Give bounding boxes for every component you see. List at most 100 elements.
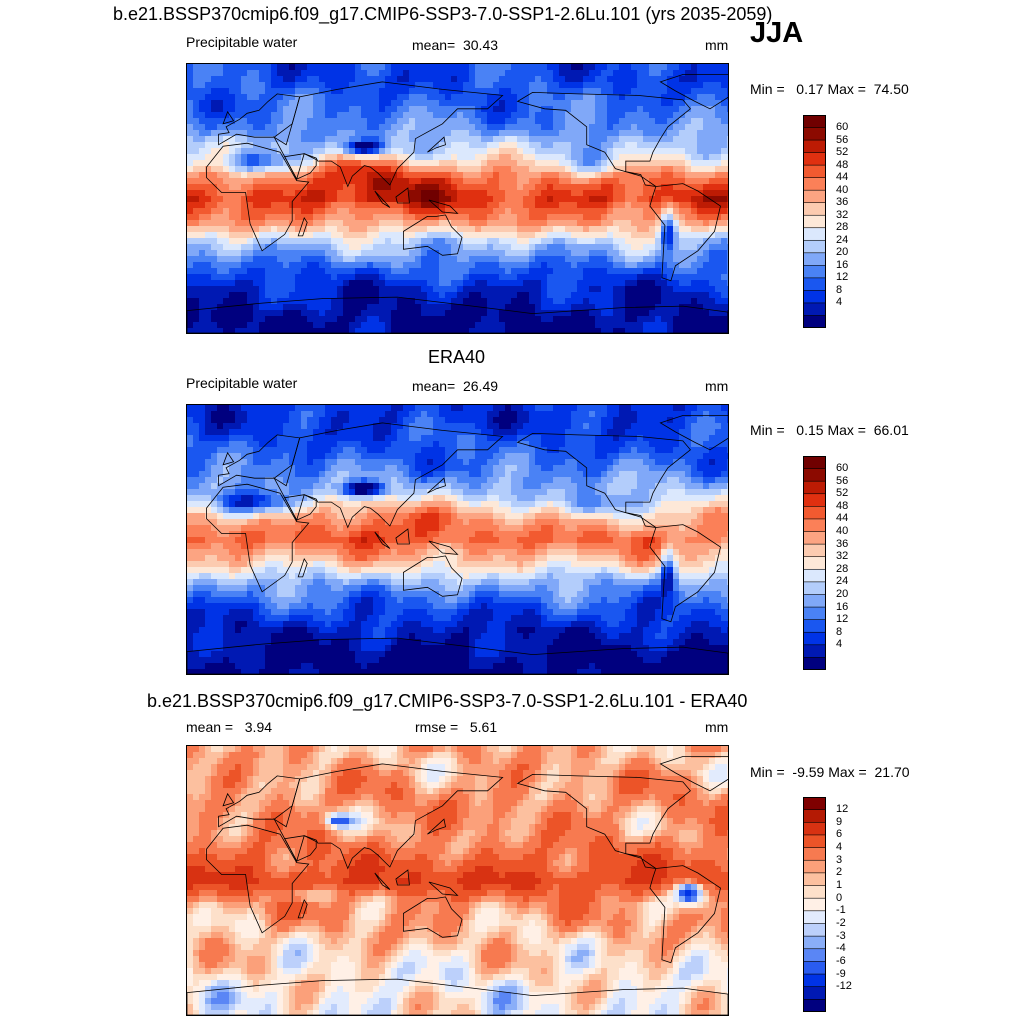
colorbar-swatch bbox=[803, 315, 826, 328]
panel1-units: mm bbox=[705, 37, 729, 53]
colorbar-tick-label: -3 bbox=[836, 929, 846, 942]
panel2-max-value: 66.01 bbox=[873, 422, 909, 438]
colorbar-tick-label: -6 bbox=[836, 954, 846, 967]
panel1-min-label: Min = bbox=[750, 81, 785, 97]
colorbar-swatch bbox=[803, 657, 826, 670]
colorbar-swatch bbox=[803, 139, 826, 154]
colorbar-tick-label: 32 bbox=[836, 208, 849, 221]
coastline bbox=[187, 296, 728, 333]
coastline bbox=[395, 528, 410, 545]
colorbar-swatch bbox=[803, 581, 826, 596]
colorbar-tick-label: 60 bbox=[836, 121, 849, 133]
colorbar-tick-label: 6 bbox=[836, 828, 843, 841]
colorbar-swatch bbox=[803, 847, 826, 862]
colorbar-swatch bbox=[803, 189, 826, 204]
colorbar-swatch bbox=[803, 252, 826, 267]
coastline bbox=[222, 451, 235, 466]
panel3-rmse-label: rmse = bbox=[415, 719, 459, 735]
coastline bbox=[218, 775, 301, 828]
colorbar-swatch bbox=[803, 115, 826, 129]
colorbar-tick-label: 40 bbox=[836, 525, 849, 537]
panel1-min-value: 0.17 bbox=[796, 81, 824, 97]
coastline bbox=[187, 978, 728, 1015]
colorbar-swatch bbox=[803, 556, 826, 571]
panel2-map bbox=[186, 404, 729, 675]
panel3-mean-value: 3.94 bbox=[244, 719, 273, 735]
panel2-min-label: Min = bbox=[750, 422, 785, 438]
panel1-mean-label: mean= bbox=[412, 37, 456, 53]
coastline bbox=[273, 763, 504, 870]
field-layer bbox=[187, 405, 728, 674]
coastline-layer bbox=[187, 756, 728, 1015]
panel2-mean: mean= 26.49 bbox=[412, 379, 498, 393]
colorbar-swatch bbox=[803, 619, 826, 634]
coastline bbox=[516, 773, 691, 869]
panel3-min-value: -9.59 bbox=[792, 764, 825, 780]
colorbar-swatch bbox=[803, 885, 826, 899]
colorbar-tick-label: 12 bbox=[836, 271, 849, 284]
colorbar-tick-label: 12 bbox=[836, 613, 849, 626]
colorbar-tick-label: 20 bbox=[836, 246, 849, 259]
colorbar-svg bbox=[803, 115, 826, 328]
coastline bbox=[374, 531, 391, 549]
coastline bbox=[374, 872, 391, 890]
colorbar-swatch bbox=[803, 456, 826, 470]
colorbar-swatch bbox=[803, 202, 826, 217]
colorbar-swatch bbox=[803, 506, 826, 520]
colorbar-swatch bbox=[803, 543, 826, 558]
coastline-layer bbox=[187, 74, 728, 333]
panel1-minmax: Min = 0.17 Max = 74.50 bbox=[750, 82, 909, 96]
colorbar-tick-label: 12 bbox=[836, 803, 849, 816]
colorbar-tick-label: 36 bbox=[836, 537, 849, 550]
coastline bbox=[403, 896, 463, 938]
colorbar-swatch bbox=[803, 227, 826, 242]
panel2-min-value: 0.15 bbox=[796, 422, 824, 438]
colorbar-swatch bbox=[803, 897, 826, 912]
panel1-map bbox=[186, 63, 729, 334]
coastline bbox=[297, 216, 308, 237]
coastline bbox=[273, 81, 504, 188]
colorbar-swatch bbox=[803, 872, 826, 887]
panel3-max-label: Max = bbox=[828, 764, 867, 780]
panel3-colorbar bbox=[803, 797, 826, 1012]
colorbar-swatch bbox=[803, 797, 826, 811]
panel1-max-value: 74.50 bbox=[873, 81, 909, 97]
colorbar-tick-label: 4 bbox=[836, 638, 843, 651]
coastline bbox=[516, 91, 691, 187]
colorbar-tick-label: 0 bbox=[836, 891, 843, 904]
coastline bbox=[206, 483, 310, 593]
colorbar-swatch bbox=[803, 935, 826, 950]
colorbar-swatch bbox=[803, 177, 826, 191]
panel3-max-value: 21.70 bbox=[874, 764, 910, 780]
coastline bbox=[218, 93, 301, 146]
map-svg bbox=[187, 746, 728, 1015]
colorbar-tick-label: 8 bbox=[836, 625, 843, 638]
colorbar-swatch bbox=[803, 923, 826, 937]
panel3-mean: mean = 3.94 bbox=[186, 720, 272, 734]
colorbar-tick-label: 28 bbox=[836, 221, 849, 234]
panel3-map bbox=[186, 745, 729, 1016]
coastline bbox=[206, 142, 310, 252]
colorbar-swatch bbox=[803, 859, 826, 874]
panel1-max-label: Max = bbox=[827, 81, 866, 97]
coastline bbox=[428, 540, 459, 555]
coastline bbox=[659, 756, 728, 792]
coastline bbox=[284, 494, 317, 521]
panel3-mean-label: mean = bbox=[186, 719, 234, 735]
coastline bbox=[516, 432, 691, 528]
colorbar-tick-label: 24 bbox=[836, 575, 849, 588]
colorbar-tick-label: -1 bbox=[836, 904, 846, 917]
colorbar-tick-label: 44 bbox=[836, 512, 849, 525]
colorbar-swatch bbox=[803, 239, 826, 254]
colorbar-swatch bbox=[803, 568, 826, 583]
coastline bbox=[428, 881, 459, 896]
coastline bbox=[273, 422, 504, 529]
coastline bbox=[187, 637, 728, 674]
colorbar-tick-label: 9 bbox=[836, 815, 843, 828]
coastline bbox=[659, 74, 728, 110]
panel2-max-label: Max = bbox=[827, 422, 866, 438]
panel3-rmse-value: 5.61 bbox=[469, 719, 498, 735]
colorbar-tick-label: -4 bbox=[836, 942, 846, 955]
colorbar-swatch bbox=[803, 821, 826, 836]
colorbar-swatch bbox=[803, 961, 826, 975]
